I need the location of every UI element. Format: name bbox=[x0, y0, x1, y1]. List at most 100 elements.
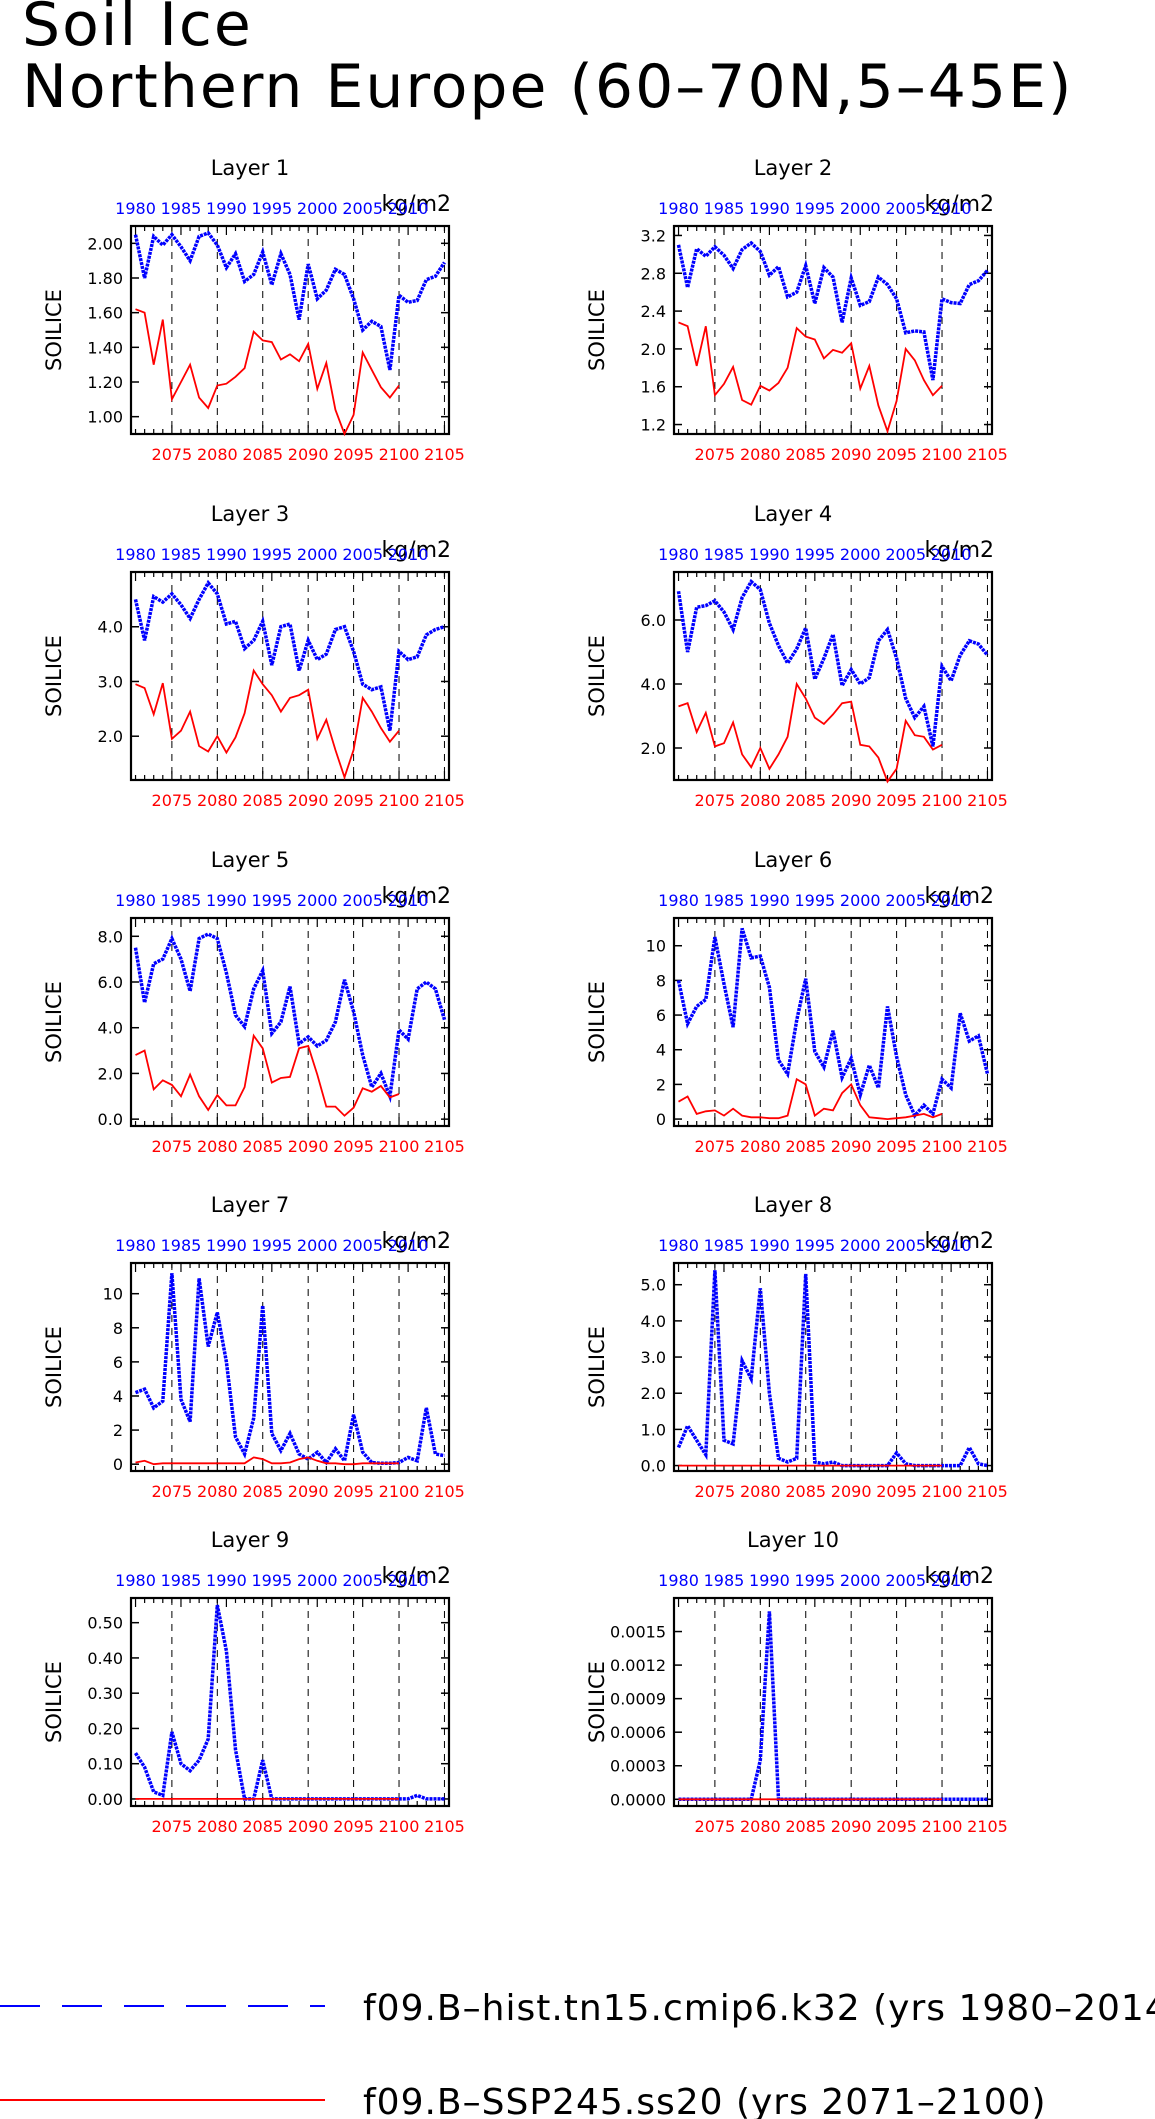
x-bottom-tick-label: 2100 bbox=[922, 791, 963, 810]
x-bottom-tick-label: 2100 bbox=[379, 791, 420, 810]
units-label: kg/m2 bbox=[924, 1564, 994, 1589]
x-top-tick-label: 2010 bbox=[931, 891, 972, 910]
chart-panel: Layer 8 kg/m2 SOILICE 0.0 1.0 2.0 3.0 4.0 5.0 207… bbox=[585, 1193, 1008, 1501]
x-bottom-tick-label: 2095 bbox=[876, 1482, 917, 1501]
x-bottom-tick-label: 2105 bbox=[424, 791, 465, 810]
x-top-tick-label: 2005 bbox=[342, 1236, 383, 1255]
y-tick-label: 4 bbox=[113, 1387, 123, 1406]
y-tick-label: 0.10 bbox=[87, 1755, 123, 1774]
y-tick-label: 0.30 bbox=[87, 1684, 123, 1703]
x-bottom-tick-label: 2100 bbox=[379, 1817, 420, 1836]
plot-frame bbox=[672, 224, 994, 436]
y-tick-label: 0 bbox=[656, 1110, 666, 1129]
x-bottom-tick-label: 2095 bbox=[876, 1137, 917, 1156]
x-bottom-tick-label: 2090 bbox=[831, 791, 872, 810]
y-tick-label: 1.0 bbox=[641, 1420, 666, 1439]
x-bottom-tick-label: 2080 bbox=[197, 791, 238, 810]
legend-label: f09.B–hist.tn15.cmip6.k32 (yrs 1980–2014… bbox=[363, 1988, 1155, 2029]
panel-title: Layer 8 bbox=[754, 1193, 833, 1217]
x-top-tick-label: 1980 bbox=[115, 891, 156, 910]
x-top-tick-label: 1985 bbox=[161, 1571, 202, 1590]
x-top-tick-label: 2000 bbox=[297, 1571, 338, 1590]
x-top-tick-label: 1995 bbox=[794, 891, 835, 910]
panel-title: Layer 3 bbox=[211, 502, 290, 526]
x-bottom-tick-label: 2085 bbox=[242, 791, 283, 810]
chart-panel: Layer 9 kg/m2 SOILICE 0.00 0.10 0.20 0.30 0.40 0… bbox=[42, 1528, 465, 1836]
x-bottom-tick-label: 2105 bbox=[424, 445, 465, 464]
x-top-tick-label: 2000 bbox=[297, 1236, 338, 1255]
y-tick-label: 0.0006 bbox=[610, 1723, 666, 1742]
y-tick-label: 2.0 bbox=[98, 1064, 123, 1083]
panel-title: Layer 6 bbox=[754, 848, 833, 872]
x-bottom-tick-label: 2090 bbox=[831, 1482, 872, 1501]
x-bottom-tick-label: 2085 bbox=[242, 445, 283, 464]
y-tick-label: 0.00 bbox=[87, 1790, 123, 1809]
y-tick-label: 0.20 bbox=[87, 1719, 123, 1738]
x-bottom-tick-label: 2095 bbox=[333, 791, 374, 810]
series-line-ssp bbox=[678, 321, 943, 435]
series-line-hist bbox=[676, 1270, 988, 1468]
y-axis-label: SOILICE bbox=[42, 289, 66, 371]
x-top-tick-label: 1995 bbox=[794, 1236, 835, 1255]
y-tick-label: 8.0 bbox=[98, 927, 123, 946]
x-bottom-tick-label: 2105 bbox=[967, 1137, 1008, 1156]
series-line-ssp bbox=[135, 668, 400, 781]
x-top-tick-label: 1980 bbox=[115, 1236, 156, 1255]
x-top-tick-label: 2010 bbox=[931, 199, 972, 218]
x-bottom-tick-label: 2075 bbox=[152, 1137, 193, 1156]
units-label: kg/m2 bbox=[381, 1564, 451, 1589]
units-label: kg/m2 bbox=[924, 538, 994, 563]
chart-panel: Layer 7 kg/m2 SOILICE 0 2 4 6 8 10 2075 2080 2085 20… bbox=[42, 1193, 465, 1501]
series-line-ssp bbox=[135, 1456, 399, 1466]
x-bottom-tick-label: 2090 bbox=[288, 1817, 329, 1836]
units-label: kg/m2 bbox=[381, 538, 451, 563]
y-tick-label: 1.20 bbox=[87, 373, 123, 392]
x-top-tick-label: 2010 bbox=[388, 1236, 429, 1255]
x-top-tick-label: 2005 bbox=[885, 1571, 926, 1590]
x-bottom-tick-label: 2075 bbox=[695, 791, 736, 810]
units-label: kg/m2 bbox=[924, 884, 994, 909]
series-line-hist bbox=[133, 932, 447, 1104]
panel-title: Layer 2 bbox=[754, 156, 833, 180]
y-tick-label: 2.0 bbox=[98, 727, 123, 746]
x-top-tick-label: 1985 bbox=[161, 545, 202, 564]
x-bottom-tick-label: 2095 bbox=[333, 1482, 374, 1501]
plot-frame bbox=[672, 1261, 994, 1473]
x-top-tick-label: 1995 bbox=[251, 1236, 292, 1255]
x-bottom-tick-label: 2090 bbox=[831, 1137, 872, 1156]
x-bottom-tick-label: 2075 bbox=[695, 1137, 736, 1156]
x-top-tick-label: 1995 bbox=[251, 1571, 292, 1590]
x-top-tick-label: 1980 bbox=[115, 1571, 156, 1590]
y-tick-label: 8 bbox=[656, 971, 666, 990]
x-bottom-tick-label: 2100 bbox=[922, 1137, 963, 1156]
x-bottom-tick-label: 2085 bbox=[785, 1817, 826, 1836]
x-top-tick-label: 1990 bbox=[206, 1236, 247, 1255]
y-tick-label: 1.80 bbox=[87, 269, 123, 288]
x-bottom-tick-label: 2085 bbox=[785, 445, 826, 464]
x-bottom-tick-label: 2105 bbox=[967, 1817, 1008, 1836]
series-line-hist bbox=[133, 579, 446, 732]
x-bottom-tick-label: 2090 bbox=[288, 791, 329, 810]
y-tick-label: 1.00 bbox=[87, 408, 123, 427]
y-tick-label: 0 bbox=[113, 1455, 123, 1474]
y-axis-label: SOILICE bbox=[42, 981, 66, 1063]
x-top-tick-label: 2005 bbox=[885, 891, 926, 910]
x-top-tick-label: 2000 bbox=[297, 545, 338, 564]
x-top-tick-label: 1980 bbox=[658, 1236, 699, 1255]
x-top-tick-label: 1995 bbox=[251, 199, 292, 218]
x-top-tick-label: 2005 bbox=[342, 1571, 383, 1590]
x-top-tick-label: 1980 bbox=[658, 199, 699, 218]
units-label: kg/m2 bbox=[381, 1229, 451, 1254]
x-top-tick-label: 1980 bbox=[658, 891, 699, 910]
panel-title: Layer 1 bbox=[211, 156, 290, 180]
x-top-tick-label: 1980 bbox=[658, 1571, 699, 1590]
y-tick-label: 1.2 bbox=[641, 416, 666, 435]
x-top-tick-label: 1995 bbox=[251, 891, 292, 910]
x-bottom-tick-label: 2105 bbox=[967, 1482, 1008, 1501]
x-top-tick-label: 1985 bbox=[704, 1571, 745, 1590]
y-tick-label: 4.0 bbox=[98, 1019, 123, 1038]
x-top-tick-label: 2000 bbox=[840, 891, 881, 910]
x-bottom-tick-label: 2080 bbox=[197, 1817, 238, 1836]
x-top-tick-label: 2000 bbox=[840, 199, 881, 218]
y-tick-label: 4.0 bbox=[98, 618, 123, 637]
